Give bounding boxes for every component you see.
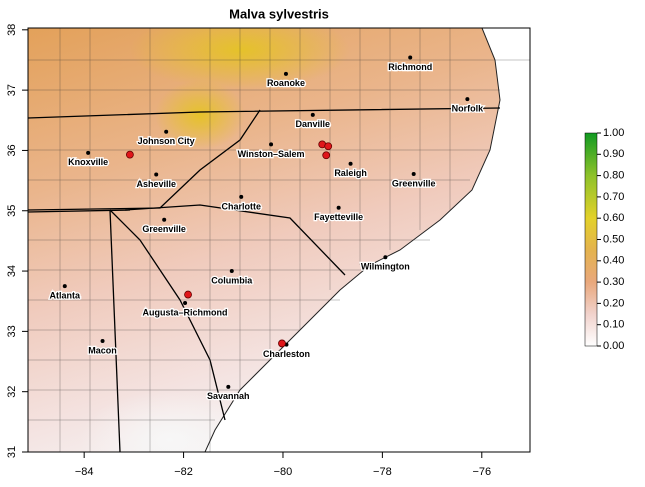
colorbar-tick-label: 0.10 (603, 319, 624, 331)
y-tick-label: 31 (6, 446, 18, 458)
city-dot (310, 112, 315, 117)
observation-point (278, 339, 286, 348)
city-dot (164, 129, 169, 134)
city-label: Fayetteville (314, 212, 363, 222)
y-tick-label: 37 (6, 84, 18, 96)
city-dot (183, 301, 188, 306)
city-label: Greenville (142, 224, 186, 234)
city-label: Richmond (388, 62, 432, 72)
city-label: Knoxville (68, 157, 108, 167)
plot-frame (27, 27, 531, 453)
city-label: Wilmington (361, 262, 410, 272)
y-tick-label: 36 (6, 144, 18, 156)
city-dot (239, 194, 244, 199)
x-tick-label: −80 (274, 466, 293, 478)
y-tick-label: 35 (6, 205, 18, 217)
city-label: Atlanta (50, 291, 81, 301)
colorbar-tick-label: 0.70 (603, 191, 624, 203)
city-label: Charleston (263, 349, 310, 359)
city-label: Norfolk (452, 104, 484, 114)
colorbar-tick-label: 0.50 (603, 233, 624, 245)
colorbar-tick-label: 0.30 (603, 276, 624, 288)
colorbar-tick-label: 0.80 (603, 170, 624, 182)
y-tick-label: 34 (6, 265, 18, 277)
colorbar-tick-label: 0.20 (603, 297, 624, 309)
city-label: Savannah (207, 391, 250, 401)
city-dot (465, 97, 470, 102)
city-dot (226, 384, 231, 389)
map-area (28, 28, 530, 452)
colorbar-tick-label: 1.00 (603, 127, 624, 139)
city-dot (408, 55, 413, 60)
observation-point (184, 290, 192, 299)
y-tick-label: 38 (6, 24, 18, 36)
high-zone (155, 80, 245, 150)
observation-point (322, 151, 331, 160)
county-borders (28, 28, 530, 452)
city-label: Raleigh (334, 168, 367, 178)
city-dot (100, 339, 105, 344)
colorbar-tick-label: 0.40 (603, 255, 624, 267)
city-label: Winston–Salem (238, 149, 305, 159)
city-label: Macon (88, 345, 117, 355)
city-dot (162, 217, 167, 222)
city-dot (62, 284, 67, 289)
x-tick-label: −78 (373, 466, 392, 478)
colorbar-tick-label: 0.90 (603, 148, 624, 160)
y-tick-label: 33 (6, 325, 18, 337)
city-label: Johnson City (138, 136, 195, 146)
y-tick-label: 32 (6, 386, 18, 398)
city-label: Columbia (211, 275, 253, 285)
city-label: Charlotte (221, 201, 261, 211)
city-label: Roanoke (267, 78, 305, 88)
city-dot (229, 269, 234, 274)
city-dot (283, 71, 288, 76)
colorbar-tick-label: 0.60 (603, 212, 624, 224)
x-tick-label: −76 (472, 466, 491, 478)
city-dot (269, 142, 274, 147)
city-dot (348, 161, 353, 166)
city-label: Augusta–Richmond (143, 307, 228, 317)
city-dot (383, 255, 388, 260)
colorbar (584, 132, 598, 347)
x-tick-label: −84 (75, 466, 94, 478)
observation-point (324, 142, 333, 151)
city-dot (154, 172, 159, 177)
city-dot (86, 150, 91, 155)
city-label: Danville (296, 119, 331, 129)
x-tick-label: −82 (174, 466, 193, 478)
map-title: Malva sylvestris (229, 6, 329, 21)
city-dot (336, 205, 341, 210)
state-borders (28, 107, 501, 452)
observation-point (125, 150, 134, 159)
city-label: Asheville (136, 179, 176, 189)
city-label: Greenville (392, 178, 436, 188)
city-dot (411, 171, 416, 176)
colorbar-tick-label: 0.00 (603, 340, 624, 352)
